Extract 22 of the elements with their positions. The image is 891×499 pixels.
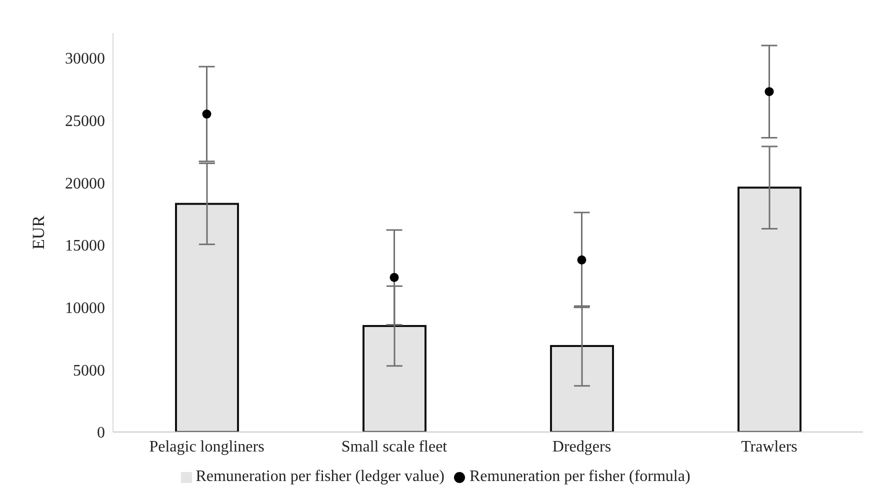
x-tick-label: Trawlers	[741, 438, 798, 456]
y-tick-label: 15000	[65, 238, 105, 255]
legend-label: Remuneration per fisher (formula)	[469, 468, 690, 485]
y-tick-label: 0	[97, 424, 105, 442]
point	[577, 255, 586, 264]
x-tick-label: Pelagic longliners	[149, 438, 264, 456]
x-tick-label: Dredgers	[552, 438, 612, 456]
y-tick-label: 30000	[65, 50, 105, 68]
bar	[175, 202, 239, 432]
y-tick-label: 10000	[65, 300, 105, 317]
point	[202, 110, 212, 119]
y-tick-label: 20000	[65, 175, 105, 192]
point	[764, 87, 774, 96]
bar	[550, 344, 614, 432]
bar	[738, 186, 802, 432]
bar	[362, 325, 426, 432]
y-axis-title: EUR	[29, 214, 48, 250]
y-tick-label: 5000	[73, 362, 105, 380]
legend-label: Remuneration per fisher (ledger value)	[196, 468, 444, 485]
y-tick-label: 25000	[65, 112, 105, 130]
point	[390, 272, 399, 282]
x-tick-label: Small scale fleet	[341, 438, 448, 456]
